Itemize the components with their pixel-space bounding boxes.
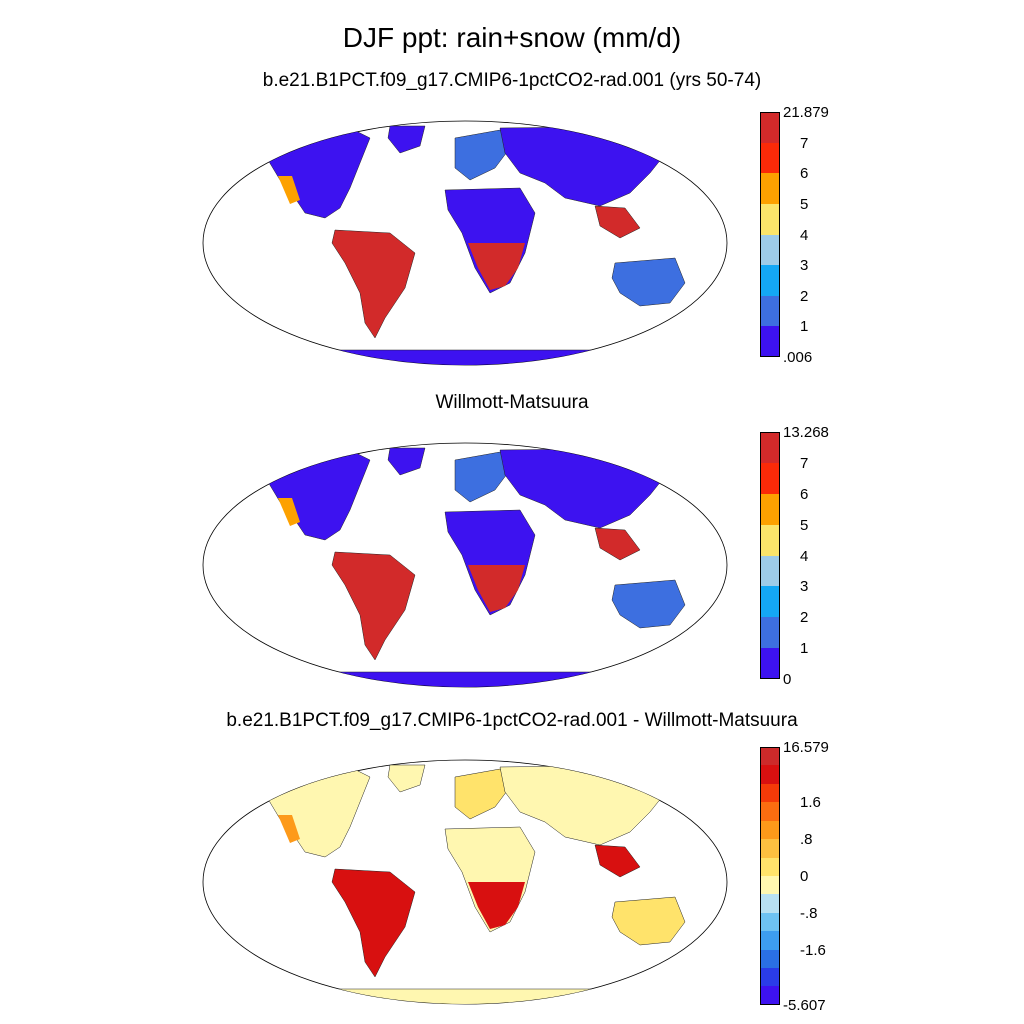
colorbar-tick-label: 0 <box>800 868 809 885</box>
colorbar-swatch <box>760 142 780 174</box>
colorbar-tick-label: 16.579 <box>783 739 829 756</box>
colorbar-swatch <box>760 295 780 327</box>
continent-greenland <box>387 447 426 476</box>
continent-indochina <box>594 205 641 239</box>
colorbar-swatch <box>760 802 780 821</box>
continent-greenland <box>387 125 426 154</box>
colorbar-tick-label: 0 <box>783 671 792 688</box>
colorbar-swatch <box>760 747 780 766</box>
colorbar-tick-label: 6 <box>800 165 809 183</box>
panel-3-map <box>202 759 728 1005</box>
colorbar-tick-label: 6 <box>800 485 809 503</box>
colorbar-swatch <box>760 265 780 296</box>
colorbar-tick-label: 3 <box>800 578 809 596</box>
continent-samerica <box>331 868 416 978</box>
panel-2-map <box>202 442 728 688</box>
colorbar-swatch <box>760 462 780 494</box>
continent-samerica <box>331 551 416 661</box>
continent-australia <box>611 896 686 946</box>
southern-africa-region <box>468 243 525 290</box>
colorbar-tick-label: .006 <box>783 349 813 366</box>
colorbar-tick-label: 3 <box>800 257 809 275</box>
colorbar-swatch <box>760 839 780 858</box>
panel-2-colorbar <box>760 432 780 679</box>
colorbar-tick-label: 1.6 <box>800 794 821 812</box>
colorbar-tick-label: -1.6 <box>800 941 826 959</box>
panel-3-colorbar <box>760 747 780 1005</box>
colorbar-swatch <box>760 894 780 913</box>
panel-1-colorbar <box>760 112 780 357</box>
colorbar-tick-label: 1 <box>800 640 809 658</box>
continent-europe <box>454 451 511 503</box>
colorbar-tick-label: 2 <box>800 287 809 305</box>
southern-africa-region <box>468 565 525 612</box>
colorbar-tick-label: 7 <box>800 134 809 152</box>
continent-antarctica <box>299 988 641 1004</box>
colorbar-swatch <box>760 820 780 840</box>
colorbar-swatch <box>760 912 780 932</box>
colorbar-swatch <box>760 173 780 204</box>
colorbar-tick-label: -5.607 <box>783 997 826 1014</box>
colorbar-swatch <box>760 234 780 266</box>
continent-antarctica <box>299 349 641 365</box>
colorbar-swatch <box>760 765 780 784</box>
continent-australia <box>611 257 686 307</box>
west-coast-region <box>278 498 300 526</box>
colorbar-swatch <box>760 617 780 649</box>
colorbar-tick-label: 4 <box>800 547 809 565</box>
continent-indochina <box>594 844 641 878</box>
colorbar-swatch <box>760 203 780 235</box>
colorbar-swatch <box>760 783 780 803</box>
west-coast-region <box>278 815 300 843</box>
colorbar-swatch <box>760 648 780 679</box>
colorbar-swatch <box>760 555 780 587</box>
colorbar-tick-label: 13.268 <box>783 424 829 441</box>
main-title: DJF ppt: rain+snow (mm/d) <box>342 22 682 53</box>
colorbar-tick-label: -.8 <box>800 904 818 922</box>
continent-australia <box>611 579 686 629</box>
continent-antarctica <box>299 671 641 687</box>
colorbar-tick-label: 4 <box>800 226 809 244</box>
continent-indochina <box>594 527 641 561</box>
colorbar-tick-label: 7 <box>800 454 809 472</box>
west-coast-region <box>278 176 300 204</box>
continent-europe <box>454 129 511 181</box>
colorbar-swatch <box>760 432 780 463</box>
panel-1-map <box>202 120 728 366</box>
colorbar-swatch <box>760 493 780 525</box>
colorbar-swatch <box>760 875 780 895</box>
continent-samerica <box>331 229 416 339</box>
southern-africa-region <box>468 882 525 929</box>
colorbar-swatch <box>760 326 780 357</box>
colorbar-swatch <box>760 931 780 950</box>
colorbar-swatch <box>760 968 780 987</box>
colorbar-tick-label: 5 <box>800 516 809 534</box>
colorbar-swatch <box>760 586 780 618</box>
colorbar-tick-label: 1 <box>800 318 809 336</box>
colorbar-swatch <box>760 857 780 876</box>
continent-greenland <box>387 764 426 793</box>
colorbar-swatch <box>760 986 780 1005</box>
colorbar-tick-label: 5 <box>800 195 809 213</box>
continent-europe <box>454 768 511 820</box>
colorbar-swatch <box>760 524 780 556</box>
colorbar-swatch <box>760 112 780 143</box>
panel-2-title: Willmott-Matsuura <box>435 392 589 413</box>
colorbar-tick-label: 21.879 <box>783 104 829 121</box>
colorbar-swatch <box>760 949 780 969</box>
colorbar-tick-label: 2 <box>800 609 809 627</box>
colorbar-tick-label: .8 <box>800 831 813 849</box>
panel-1-title: b.e21.B1PCT.f09_g17.CMIP6-1pctCO2-rad.00… <box>262 70 762 91</box>
panel-3-title: b.e21.B1PCT.f09_g17.CMIP6-1pctCO2-rad.00… <box>226 710 798 731</box>
